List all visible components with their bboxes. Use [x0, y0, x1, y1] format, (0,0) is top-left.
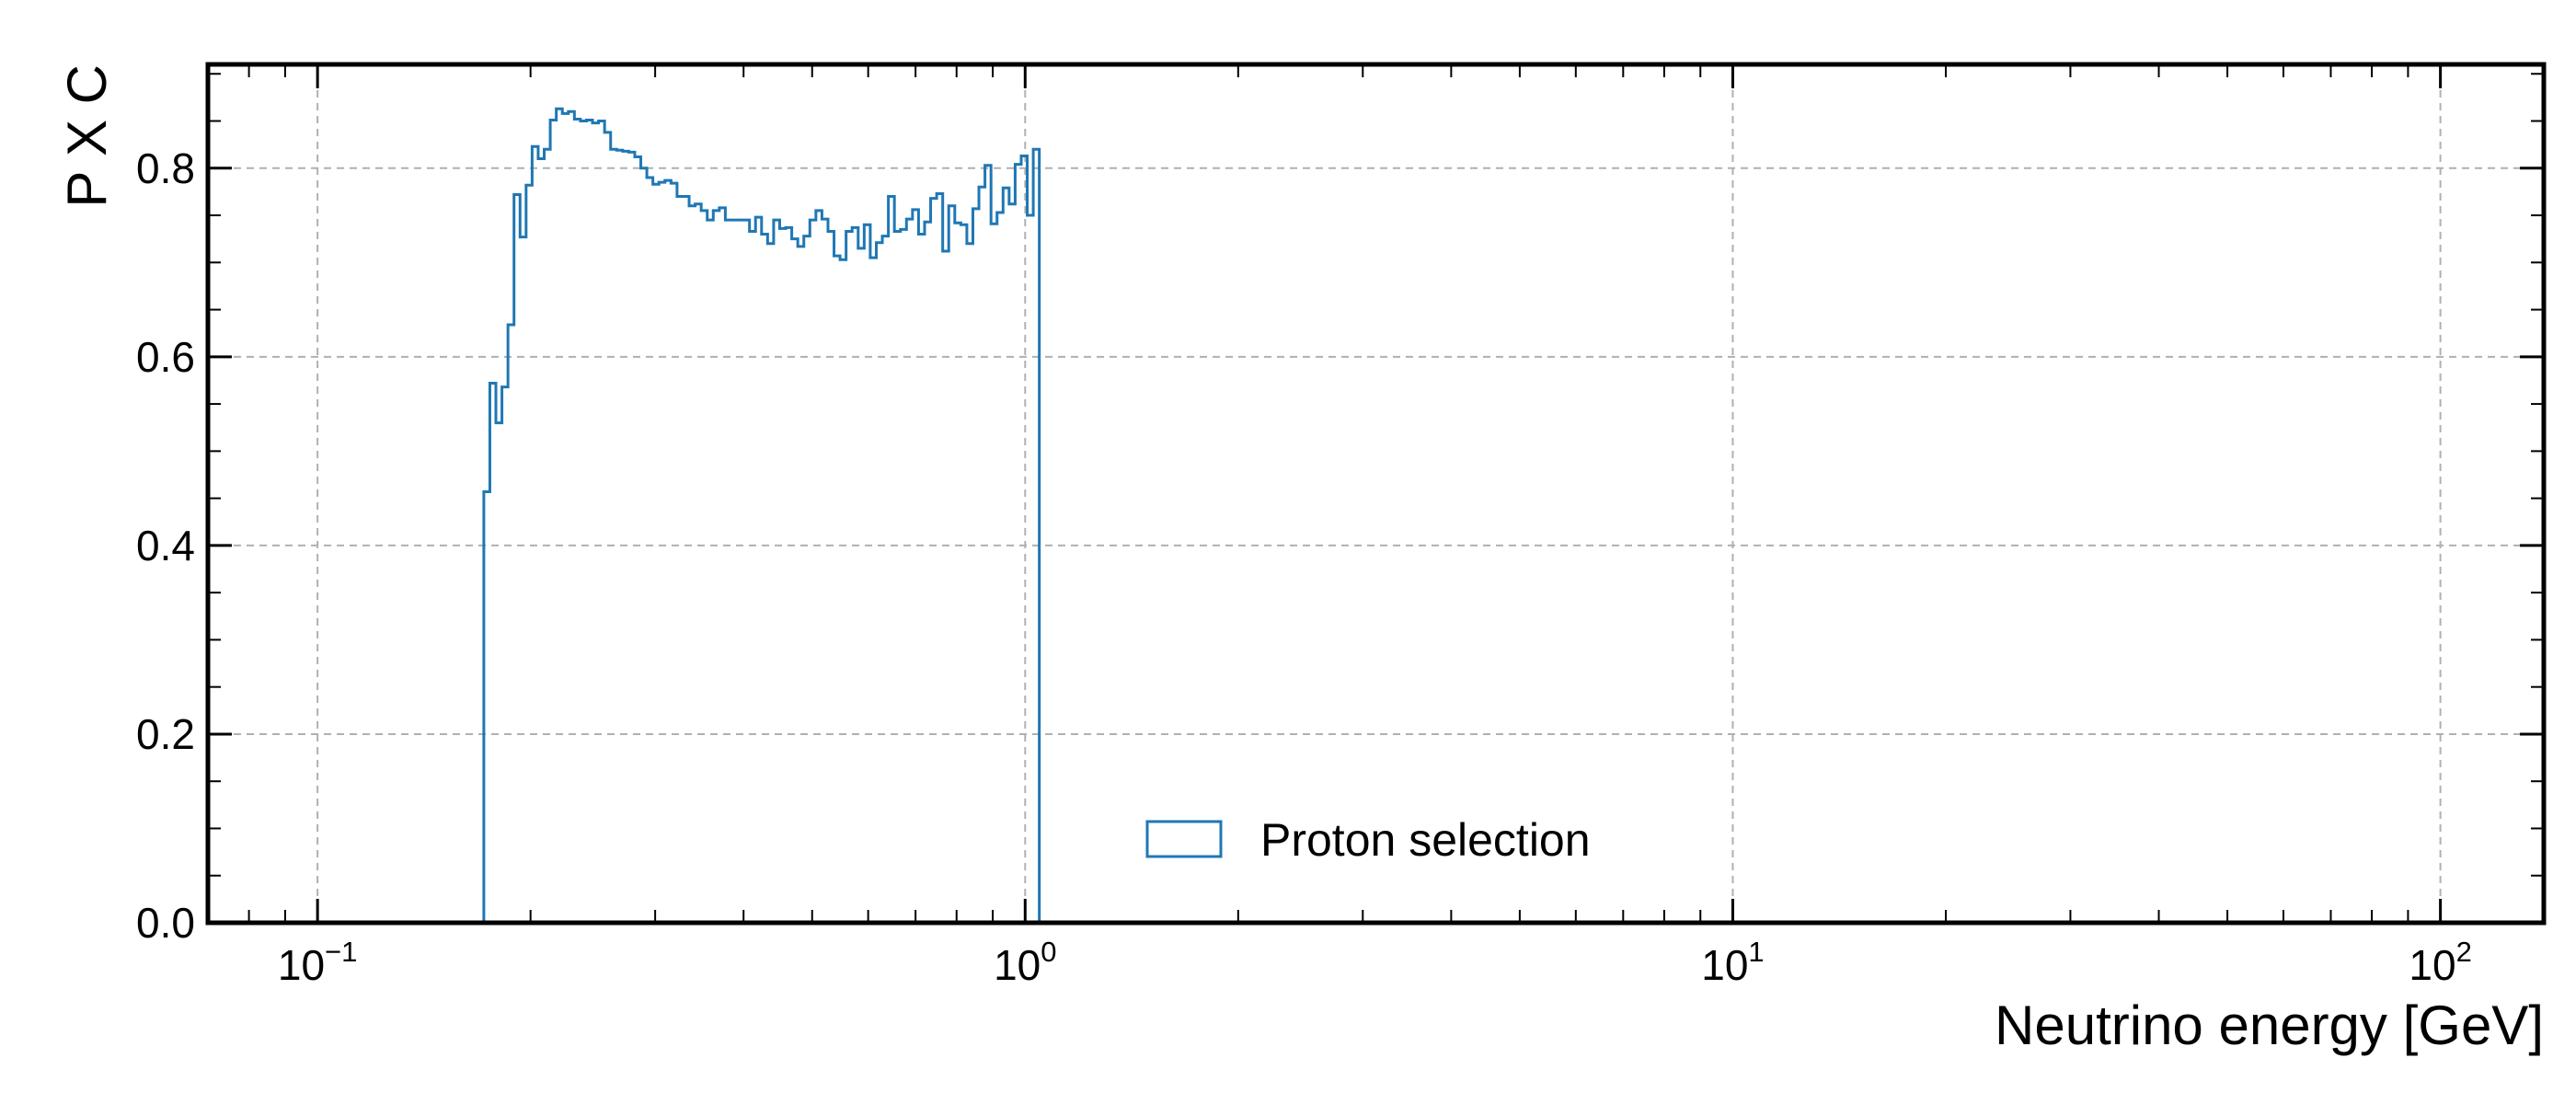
y-axis-label: P X C	[56, 64, 118, 208]
legend-label: Proton selection	[1260, 814, 1591, 866]
axis-ticks	[208, 64, 2544, 925]
y-tick-label: 0.0	[136, 899, 195, 947]
legend-swatch	[1145, 820, 1223, 858]
x-tick-label: 102	[2409, 936, 2471, 989]
series-proton-selection	[482, 107, 1041, 923]
x-tick-label: 10−1	[278, 936, 358, 989]
tick-labels: 10−1 100 101 102 0.0 0.2 0.4 0.6 0.8	[136, 144, 2472, 989]
grid	[208, 64, 2544, 923]
y-tick-label: 0.8	[136, 144, 195, 192]
series-layer	[482, 107, 1041, 923]
x-tick-label: 100	[994, 936, 1056, 989]
y-tick-label: 0.4	[136, 522, 195, 569]
legend: Proton selection	[1145, 814, 1591, 866]
x-tick-label: 101	[1701, 936, 1764, 989]
y-tick-label: 0.2	[136, 710, 195, 758]
x-axis-label: Neutrino energy [GeV]	[1995, 995, 2544, 1056]
y-tick-label: 0.6	[136, 333, 195, 381]
plot-frame	[205, 62, 2547, 926]
